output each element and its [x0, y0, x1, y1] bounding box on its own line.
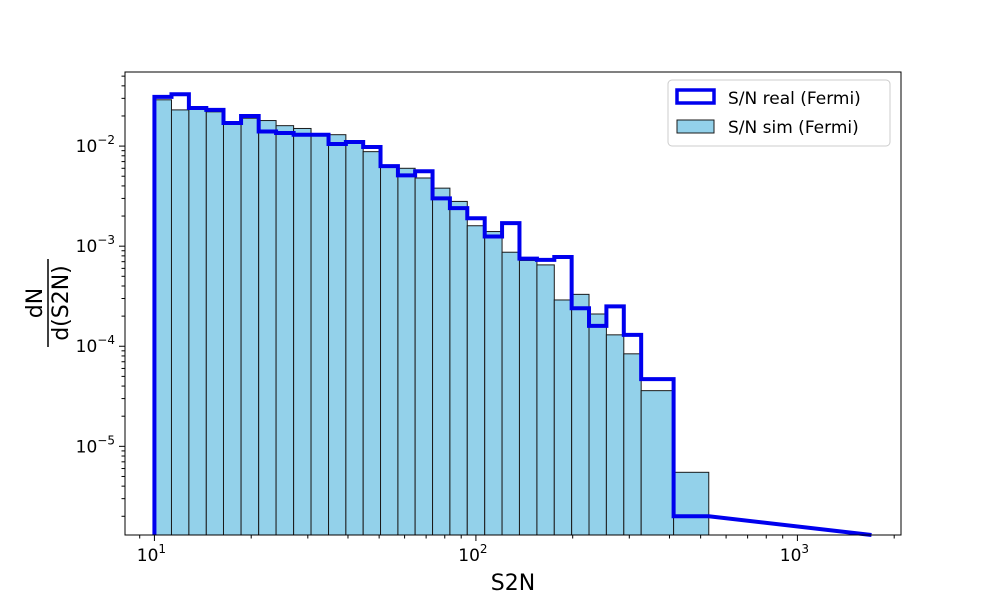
sim-bar: [553, 299, 573, 536]
x-tick-label: 102: [458, 542, 487, 566]
y-tick-label: 10−5: [76, 433, 115, 457]
sim-bar: [414, 177, 434, 536]
sim-bar: [640, 390, 675, 536]
real-step-group: [152, 92, 872, 537]
sim-bar: [518, 259, 538, 536]
y-axis-ticks: 10−2 10−3 10−4 10−5: [76, 75, 125, 517]
legend: S/N real (Fermi) S/N sim (Fermi): [667, 79, 891, 147]
y-axis-title-denominator: d(S2N): [49, 265, 74, 341]
sim-bar: [673, 471, 710, 536]
sim-bar: [345, 141, 364, 536]
sim-bar: [501, 251, 520, 536]
legend-label-sim: S/N sim (Fermi): [728, 118, 859, 138]
sim-bar: [605, 334, 625, 536]
sim-bar: [588, 313, 607, 536]
plot-frame: [124, 71, 902, 536]
sim-bar: [623, 353, 642, 536]
x-axis-title: S2N: [491, 571, 535, 596]
sim-bar: [432, 187, 451, 536]
sim-bar: [449, 200, 468, 536]
sim-bar: [571, 293, 590, 536]
sim-bar: [466, 225, 486, 536]
sim-bar: [222, 122, 242, 536]
sim-bars-group: [153, 99, 710, 536]
legend-label-real: S/N real (Fermi): [728, 89, 861, 109]
sim-bar: [153, 99, 172, 536]
y-axis-title: dN d(S2N): [23, 259, 74, 347]
sim-bar: [362, 151, 382, 536]
real-step-line: [152, 92, 872, 537]
y-tick-label: 10−2: [76, 133, 115, 157]
sim-bar: [536, 264, 555, 536]
legend-swatch-real: [675, 88, 716, 105]
sim-bar: [484, 231, 503, 536]
sim-bar: [188, 107, 207, 536]
sim-bar: [380, 164, 399, 536]
y-axis-title-numerator: dN: [23, 288, 48, 318]
sim-bar: [240, 117, 260, 536]
y-tick-label: 10−4: [76, 333, 115, 357]
legend-box: [667, 79, 891, 147]
legend-swatch-sim: [676, 119, 715, 134]
x-tick-label: 101: [137, 542, 166, 566]
sim-bar: [170, 109, 190, 536]
sim-bar: [328, 134, 347, 536]
sim-bar: [258, 120, 277, 536]
sim-bar: [310, 134, 330, 536]
sim-bar: [293, 127, 312, 536]
y-tick-label: 10−3: [76, 233, 115, 257]
x-axis-ticks: 101 102 103: [137, 535, 895, 566]
x-tick-label: 103: [780, 542, 809, 566]
sim-bar: [205, 111, 224, 536]
sim-bar: [275, 125, 295, 536]
sim-bar: [397, 167, 416, 536]
